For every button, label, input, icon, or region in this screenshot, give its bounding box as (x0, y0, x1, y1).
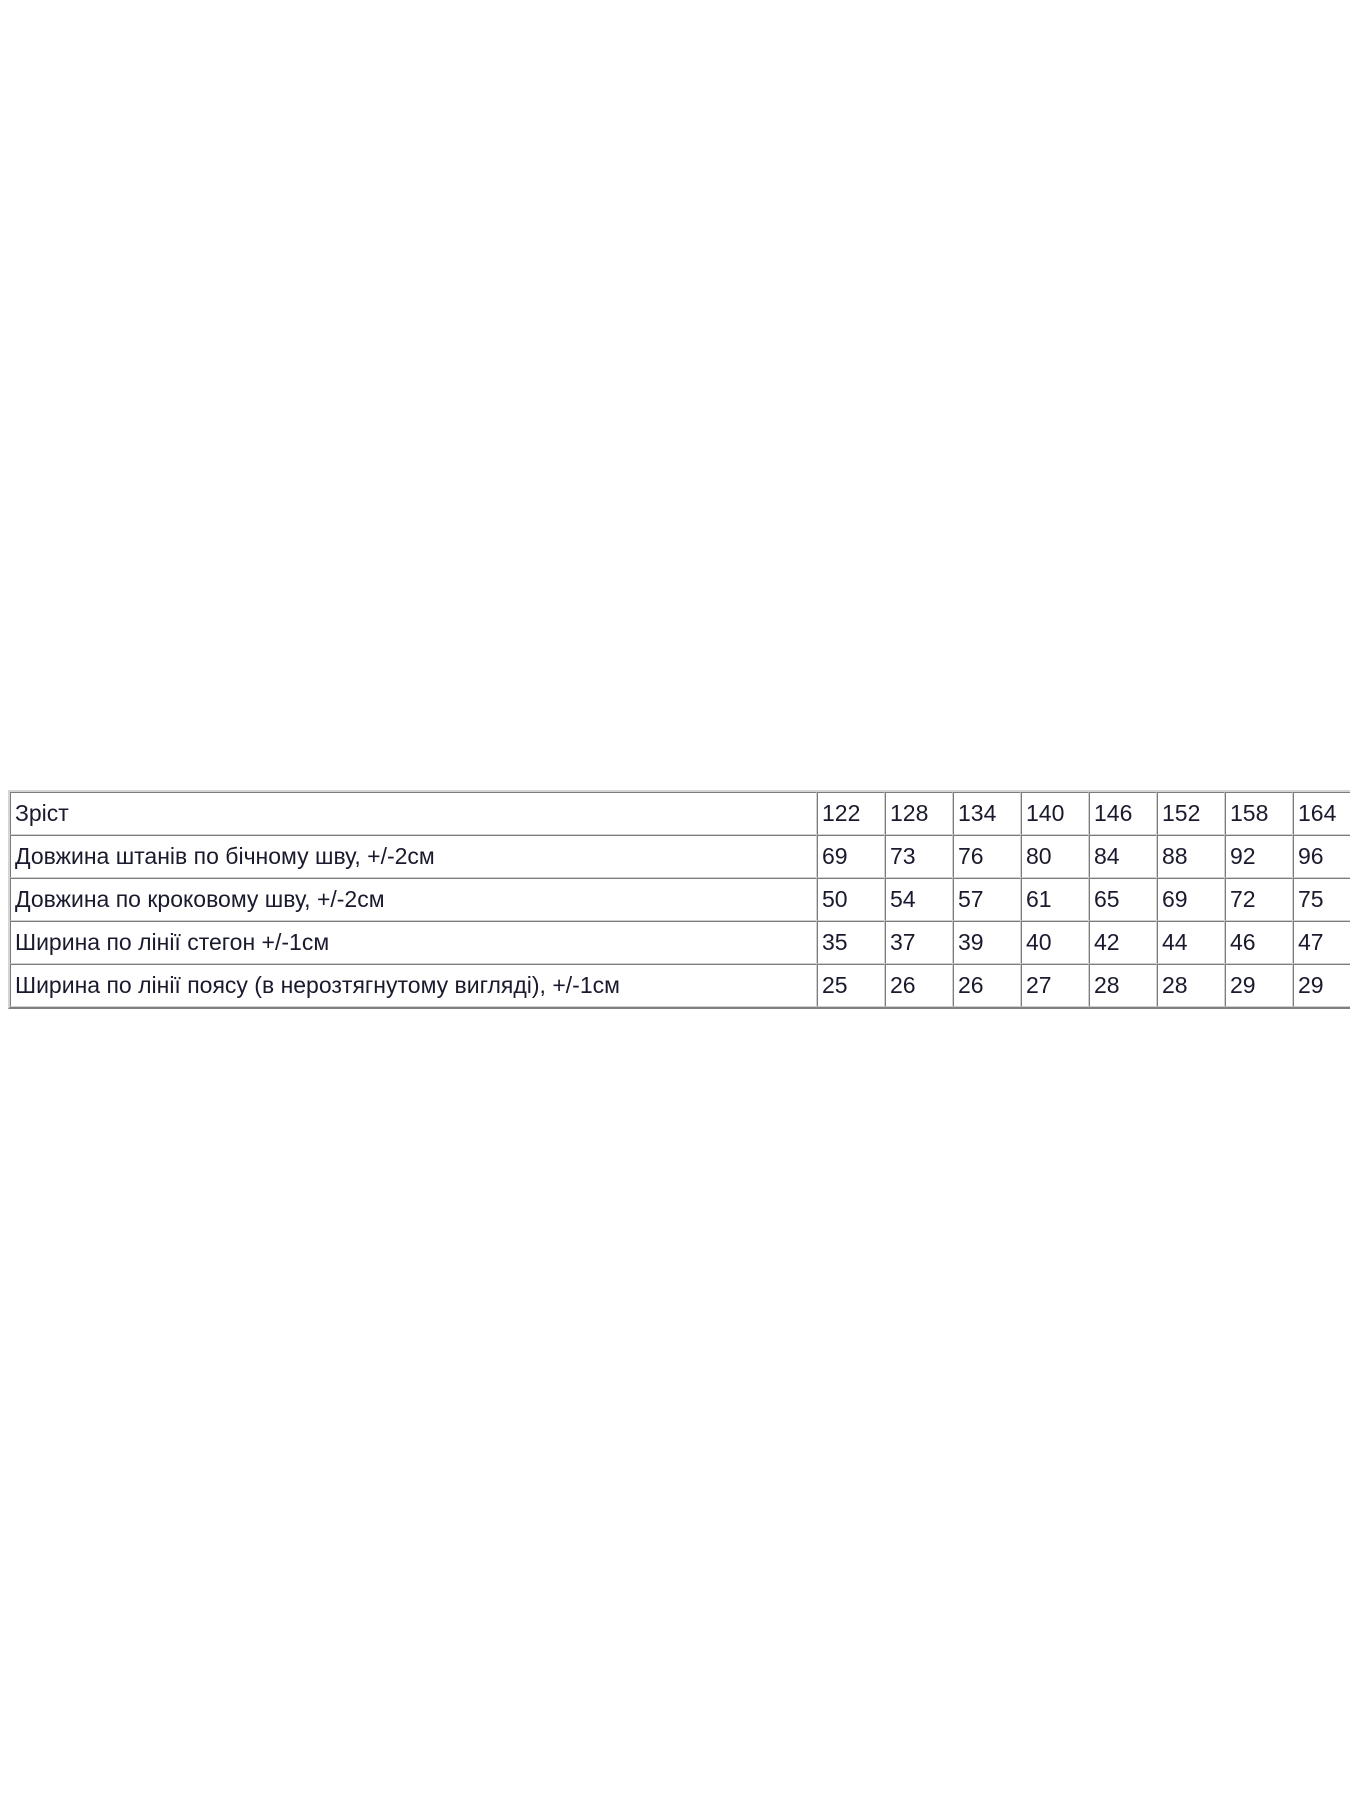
table-cell: 29 (1293, 964, 1350, 1007)
table-cell: 57 (953, 878, 1021, 921)
table-row: Довжина штанів по бічному шву, +/-2см 69… (10, 835, 1350, 878)
table-cell: 80 (1021, 835, 1089, 878)
row-label: Зріст (10, 792, 817, 835)
row-label: Ширина по лінії поясу (в нерозтягнутому … (10, 964, 817, 1007)
size-chart-table: Зріст 122 128 134 140 146 152 158 164 17… (8, 790, 1350, 1009)
table-cell: 50 (817, 878, 885, 921)
table-cell: 39 (953, 921, 1021, 964)
table-row: Довжина по кроковому шву, +/-2см 50 54 5… (10, 878, 1350, 921)
size-chart-body: Зріст 122 128 134 140 146 152 158 164 17… (10, 792, 1350, 1007)
table-cell: 88 (1157, 835, 1225, 878)
row-label: Ширина по лінії стегон +/-1см (10, 921, 817, 964)
table-cell: 40 (1021, 921, 1089, 964)
table-cell: 164 (1293, 792, 1350, 835)
table-cell: 134 (953, 792, 1021, 835)
table-cell: 29 (1225, 964, 1293, 1007)
table-cell: 122 (817, 792, 885, 835)
row-label: Довжина штанів по бічному шву, +/-2см (10, 835, 817, 878)
table-cell: 46 (1225, 921, 1293, 964)
table-cell: 37 (885, 921, 953, 964)
table-cell: 27 (1021, 964, 1089, 1007)
table-row: Ширина по лінії стегон +/-1см 35 37 39 4… (10, 921, 1350, 964)
table-cell: 69 (1157, 878, 1225, 921)
table-cell: 42 (1089, 921, 1157, 964)
table-cell: 28 (1157, 964, 1225, 1007)
table-cell: 96 (1293, 835, 1350, 878)
table-cell: 75 (1293, 878, 1350, 921)
table-cell: 73 (885, 835, 953, 878)
table-cell: 26 (885, 964, 953, 1007)
table-cell: 146 (1089, 792, 1157, 835)
table-cell: 28 (1089, 964, 1157, 1007)
table-cell: 47 (1293, 921, 1350, 964)
table-cell: 54 (885, 878, 953, 921)
row-label: Довжина по кроковому шву, +/-2см (10, 878, 817, 921)
table-cell: 44 (1157, 921, 1225, 964)
table-cell: 84 (1089, 835, 1157, 878)
table-cell: 92 (1225, 835, 1293, 878)
table-cell: 140 (1021, 792, 1089, 835)
table-cell: 35 (817, 921, 885, 964)
table-cell: 69 (817, 835, 885, 878)
table-row: Зріст 122 128 134 140 146 152 158 164 17… (10, 792, 1350, 835)
table-cell: 61 (1021, 878, 1089, 921)
table-cell: 26 (953, 964, 1021, 1007)
table-cell: 65 (1089, 878, 1157, 921)
size-chart-container: Зріст 122 128 134 140 146 152 158 164 17… (8, 790, 1350, 1009)
table-cell: 128 (885, 792, 953, 835)
table-cell: 158 (1225, 792, 1293, 835)
table-cell: 25 (817, 964, 885, 1007)
table-cell: 76 (953, 835, 1021, 878)
table-cell: 72 (1225, 878, 1293, 921)
table-cell: 152 (1157, 792, 1225, 835)
table-row: Ширина по лінії поясу (в нерозтягнутому … (10, 964, 1350, 1007)
